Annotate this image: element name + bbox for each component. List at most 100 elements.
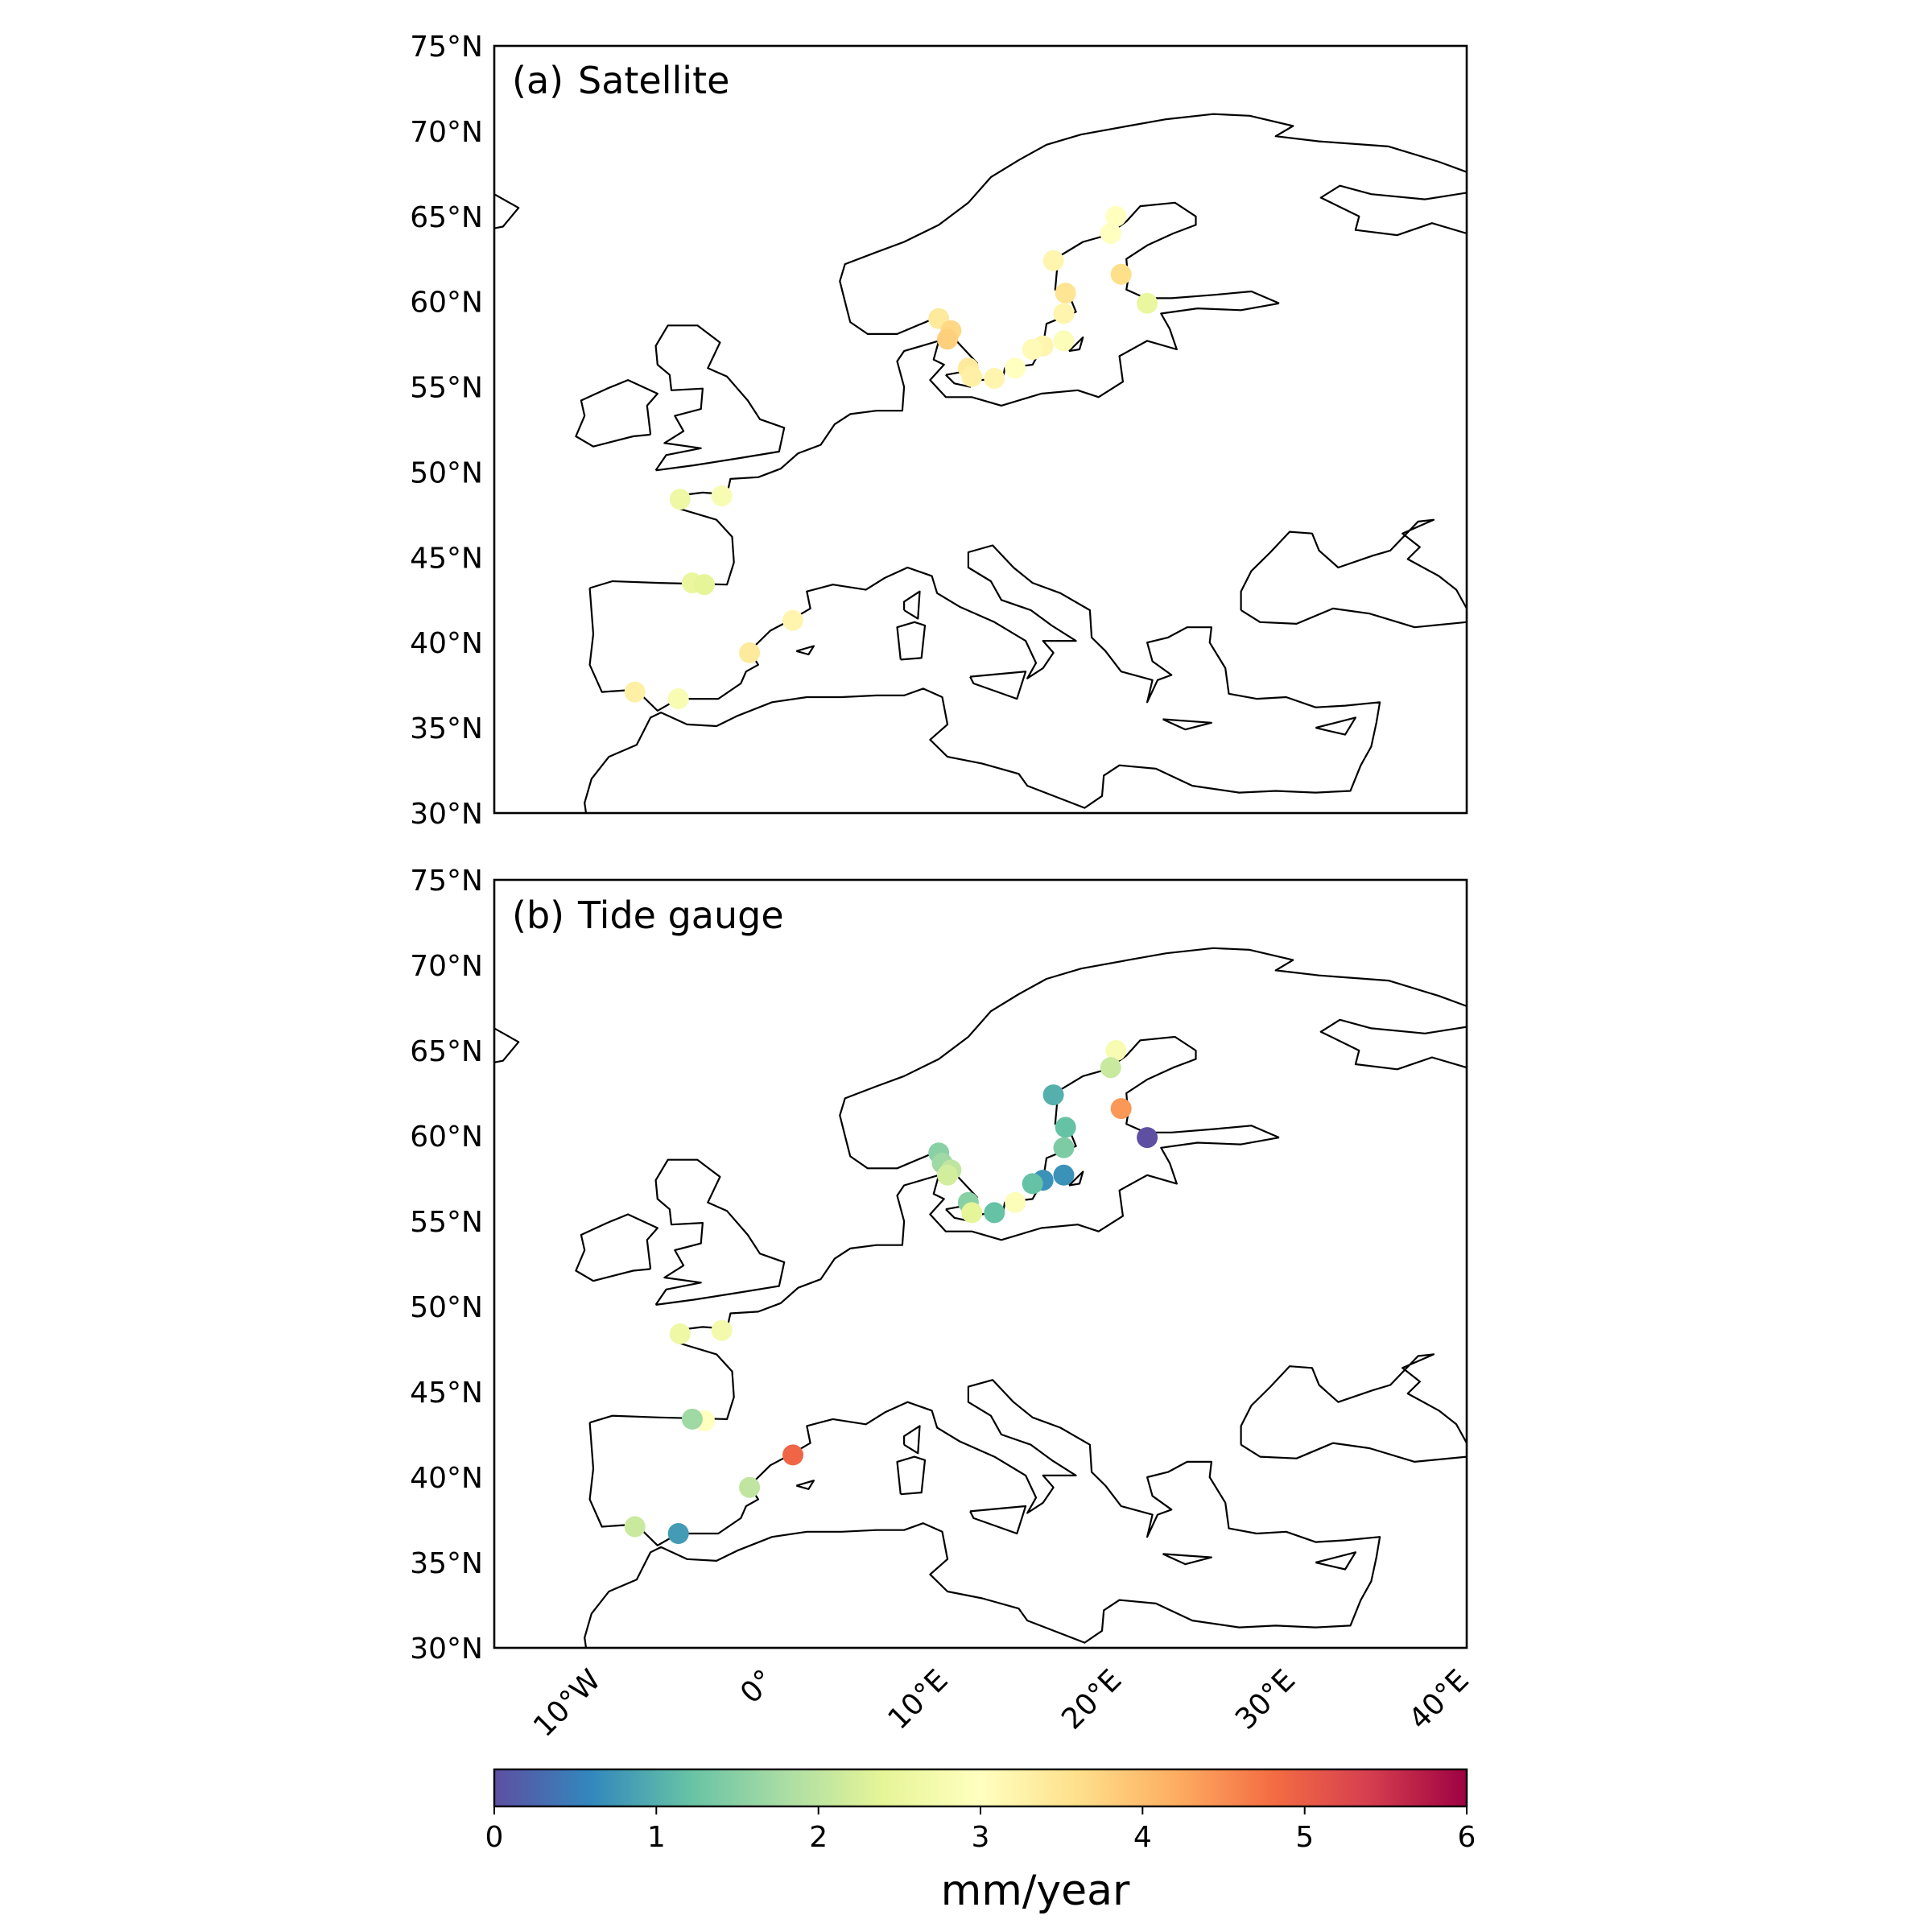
station-marker [669, 489, 691, 510]
longitude-tick-label: 10°W [527, 1663, 607, 1743]
station-marker [1055, 1117, 1076, 1138]
latitude-tick-label: 65°N [410, 1035, 483, 1068]
longitude-tick-label: 10°E [882, 1663, 955, 1736]
longitude-tick-label: 30°E [1229, 1663, 1302, 1736]
colorbar-tick-label: 0 [485, 1821, 504, 1854]
station-marker [1110, 1098, 1132, 1120]
coastline-segment [896, 621, 927, 661]
panel-tide-gauge: 30°N 35°N 40°N 45°N 50°N 55°N 60°N 65°N 70°N 75°N… [410, 865, 1476, 1744]
basemap-a [494, 113, 1467, 813]
coastline-segment [1241, 607, 1467, 629]
station-marker [782, 609, 803, 631]
coastline-segment [1240, 518, 1467, 610]
latitude-tick-label: 40°N [410, 1462, 483, 1495]
coastline-segment [494, 193, 520, 229]
coastline-segment [1241, 1442, 1467, 1463]
station-marker [1042, 1084, 1064, 1106]
coastline [494, 113, 1467, 813]
colorbar-ticks: 0 1 2 3 4 5 6 [485, 1806, 1476, 1854]
latitude-tick-label: 70°N [410, 116, 483, 149]
colorbar-tick-label: 2 [809, 1821, 828, 1854]
coastline [494, 947, 1467, 1648]
colorbar-tick-label: 5 [1295, 1821, 1314, 1854]
station-marker [1100, 1057, 1121, 1079]
coastline-segment [795, 1480, 815, 1490]
station-marker [669, 1323, 691, 1344]
latitude-tick-label: 75°N [410, 865, 483, 898]
basemap-b [494, 947, 1467, 1648]
coastline-segment [575, 379, 658, 448]
station-marker [1053, 330, 1075, 352]
coastline-segment [1162, 1553, 1213, 1566]
station-marker [624, 681, 646, 703]
coastline-segment [589, 1137, 1280, 1424]
longitude-tick-labels: 10°W 0° 10°E 20°E 30°E 40°E [527, 1663, 1476, 1743]
station-marker [1137, 1127, 1158, 1149]
coastline-segment [494, 1027, 520, 1063]
station-marker [937, 328, 958, 350]
latitude-tick-labels: 30°N 35°N 40°N 45°N 50°N 55°N 60°N 65°N 70°N 75°N [410, 865, 483, 1666]
latitude-tick-label: 35°N [410, 712, 483, 745]
station-marker [1042, 250, 1064, 271]
station-markers [624, 1040, 1158, 1544]
station-marker [1005, 1191, 1026, 1213]
coastline-segment [1162, 718, 1213, 731]
station-marker [984, 368, 1005, 389]
coastline-segment [654, 324, 786, 472]
colorbar: 0 1 2 3 4 5 6 mm/year [485, 1768, 1476, 1915]
panel-title: Satellite [578, 59, 729, 102]
station-marker [1053, 1137, 1075, 1158]
station-marker [1100, 223, 1121, 244]
latitude-tick-labels: 30°N 35°N 40°N 45°N 50°N 55°N 60°N 65°N 70°N 75°N [410, 31, 483, 831]
coastline-segment [1068, 1170, 1084, 1187]
station-marker [1105, 1040, 1127, 1061]
colorbar-tick-label: 6 [1458, 1821, 1476, 1854]
station-marker [961, 1202, 983, 1224]
coastline-segment [1068, 336, 1084, 353]
latitude-tick-label: 60°N [410, 287, 483, 320]
coastline-segment [902, 1425, 921, 1455]
station-marker [1053, 303, 1075, 324]
station-marker [667, 1523, 689, 1544]
station-marker [1055, 283, 1076, 304]
coastline-segment [1315, 1551, 1357, 1571]
station-marker [1005, 357, 1026, 379]
panel-satellite: 30°N 35°N 40°N 45°N 50°N 55°N 60°N 65°N 70°N 75°N… [410, 31, 1468, 831]
coastline-segment [654, 1158, 786, 1306]
latitude-tick-label: 60°N [410, 1121, 483, 1154]
latitude-tick-label: 30°N [410, 1633, 483, 1666]
latitude-tick-label: 55°N [410, 1206, 483, 1239]
latitude-tick-label: 40°N [410, 627, 483, 660]
longitude-tick-label: 0° [734, 1663, 781, 1710]
station-marker [782, 1444, 803, 1466]
station-marker [1137, 292, 1158, 314]
station-marker [711, 485, 733, 507]
panel-letter: (a) [512, 59, 564, 102]
station-marker [1022, 1173, 1043, 1195]
panel-title: Tide gauge [577, 894, 784, 937]
colorbar-tick-label: 3 [972, 1821, 990, 1854]
coastline-segment [969, 1505, 1027, 1535]
station-marker [739, 1476, 761, 1498]
coastline-segment [589, 302, 1280, 589]
station-marker [681, 1408, 703, 1430]
latitude-tick-label: 50°N [410, 456, 483, 489]
coastline-segment [839, 947, 1467, 1170]
station-markers [624, 205, 1158, 710]
latitude-tick-label: 55°N [410, 372, 483, 405]
station-marker [984, 1202, 1005, 1224]
coastline-segment [575, 1213, 658, 1282]
station-marker [1110, 263, 1132, 285]
station-marker [937, 1164, 958, 1186]
coastline-segment [902, 590, 921, 620]
panel-letter: (b) [512, 894, 564, 937]
station-marker [1053, 1164, 1075, 1186]
coastline-segment [969, 671, 1027, 700]
colorbar-gradient [493, 1768, 1468, 1808]
station-marker [711, 1319, 733, 1341]
station-marker [1105, 205, 1127, 227]
map-frame [493, 44, 1468, 815]
map-frame [493, 878, 1468, 1649]
latitude-tick-label: 45°N [410, 1377, 483, 1410]
